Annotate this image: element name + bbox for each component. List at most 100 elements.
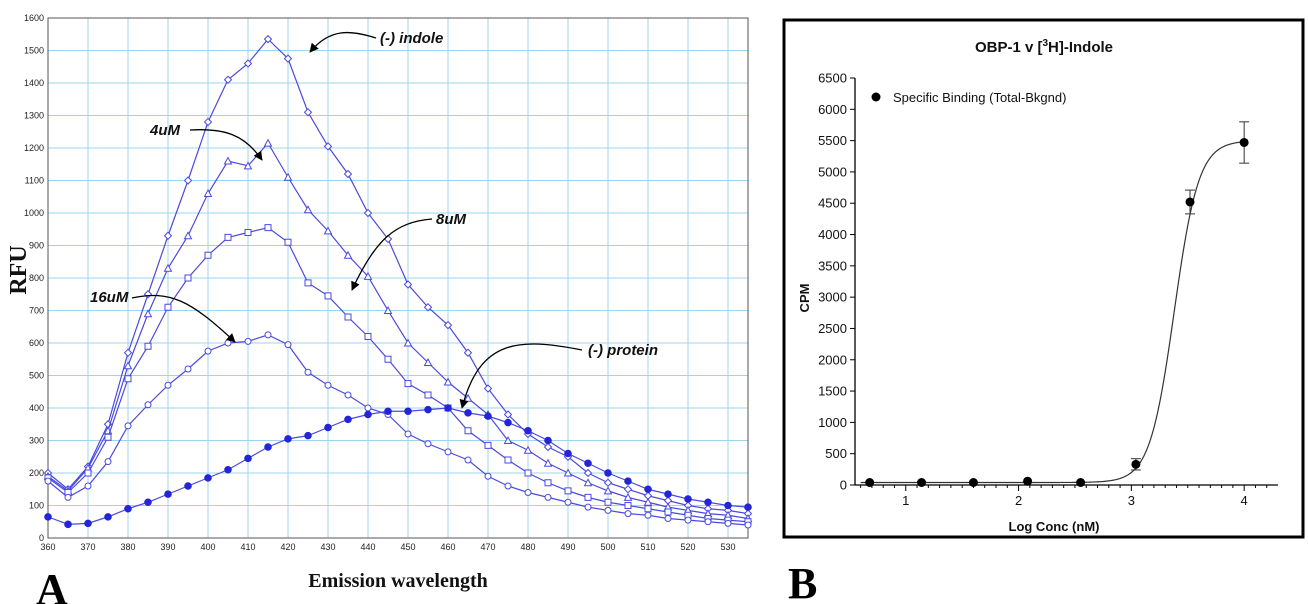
- panel-a-chart: 360 370 380 390 400 410 420 430 440 450 460 470 480 4…: [6, 13, 753, 604]
- data-point: [865, 477, 875, 487]
- panel-a-letter: A: [36, 565, 68, 604]
- data-point: [504, 482, 512, 490]
- data-point: [724, 519, 732, 527]
- data-point: [463, 348, 473, 357]
- data-point: [343, 169, 353, 179]
- y-tick-label: 1000: [24, 208, 44, 218]
- data-point: [364, 333, 372, 340]
- panel-a-ticks: 360 370 380 390 400 410 420 430 440 450 460 470 480 4…: [24, 13, 736, 552]
- data-point: [183, 176, 193, 185]
- y-tick-label: 100: [29, 501, 44, 511]
- data-point: [64, 520, 72, 529]
- data-point: [283, 54, 293, 63]
- data-point: [403, 338, 413, 347]
- series-line: [47, 38, 749, 515]
- data-point: [483, 384, 493, 393]
- panel-a-frame: [47, 17, 749, 539]
- data-point: [524, 489, 532, 496]
- data-point: [624, 510, 632, 518]
- y-tick-label: 700: [29, 306, 44, 316]
- data-point: [484, 441, 492, 449]
- data-point: [284, 341, 292, 349]
- panel-b-letter: B: [788, 559, 817, 604]
- y-tick-label: 0: [840, 478, 847, 493]
- data-point: [123, 348, 133, 357]
- data-point: [284, 238, 292, 246]
- data-point: [343, 250, 353, 259]
- y-tick-label: 900: [29, 241, 44, 251]
- data-point: [503, 410, 513, 419]
- data-point: [304, 368, 312, 376]
- data-point: [623, 492, 633, 501]
- data-point: [917, 477, 927, 487]
- data-point: [404, 407, 412, 416]
- panel-b-chart: OBP-1 v [3H]-Indole 05001000150020002500…: [782, 18, 1305, 604]
- panel-b-title: OBP-1 v [3H]-Indole: [975, 38, 1113, 56]
- y-tick-label: 4000: [818, 227, 847, 242]
- data-point: [524, 469, 532, 477]
- x-tick-label: 2: [1015, 493, 1022, 508]
- data-point: [583, 478, 593, 487]
- data-point: [404, 430, 412, 438]
- y-tick-label: 4500: [818, 196, 847, 211]
- data-point: [424, 440, 432, 448]
- data-point: [243, 161, 253, 170]
- y-tick-label: 1000: [818, 415, 847, 430]
- data-point: [344, 391, 352, 399]
- data-point: [44, 513, 52, 521]
- data-point: [704, 498, 712, 507]
- x-tick-label: 500: [600, 542, 615, 552]
- data-point: [644, 505, 652, 513]
- x-tick-label: 360: [40, 542, 55, 552]
- data-point: [624, 502, 632, 509]
- data-point: [564, 487, 572, 495]
- data-point: [504, 456, 512, 464]
- data-point: [204, 474, 212, 482]
- panel-a-x-axis-label: Emission wavelength: [308, 570, 487, 592]
- x-tick-label: 460: [440, 542, 455, 552]
- y-tick-label: 500: [29, 371, 44, 381]
- data-point: [144, 401, 152, 409]
- data-point: [104, 458, 112, 466]
- data-point: [304, 431, 312, 440]
- annotation-label: 8uM: [436, 211, 467, 228]
- x-tick-label: 470: [480, 542, 495, 552]
- data-point: [184, 365, 192, 373]
- x-tick-label: 420: [280, 542, 295, 552]
- series-line: [47, 142, 749, 520]
- data-point: [224, 465, 232, 474]
- data-point: [604, 469, 612, 477]
- data-point: [403, 280, 413, 289]
- data-point: [383, 305, 393, 314]
- y-tick-label: 1500: [818, 384, 847, 399]
- data-point: [644, 511, 652, 519]
- data-point: [123, 361, 133, 370]
- data-point: [664, 515, 672, 522]
- y-tick-label: 2000: [818, 352, 847, 367]
- panel-a-series: [43, 34, 753, 529]
- data-point: [203, 188, 213, 197]
- data-point: [124, 422, 132, 430]
- data-point: [503, 435, 513, 444]
- data-point: [444, 448, 452, 456]
- x-tick-label: 370: [80, 542, 95, 552]
- data-point: [444, 404, 452, 412]
- data-point: [164, 381, 172, 389]
- data-point: [464, 456, 472, 464]
- data-point: [164, 303, 172, 311]
- data-point: [364, 404, 372, 412]
- data-point: [163, 231, 173, 240]
- data-point: [303, 205, 313, 214]
- y-tick-label: 2500: [818, 321, 847, 336]
- data-point: [44, 477, 52, 485]
- data-point: [244, 454, 252, 463]
- data-point: [603, 478, 613, 487]
- data-point: [484, 412, 492, 420]
- data-point: [544, 479, 552, 487]
- panel-b-x-axis-label: Log Conc (nM): [1009, 519, 1100, 534]
- y-tick-label: 1100: [25, 176, 44, 186]
- data-point: [283, 172, 293, 181]
- y-tick-label: 0: [39, 533, 44, 543]
- data-point: [443, 320, 453, 330]
- data-point: [224, 339, 232, 347]
